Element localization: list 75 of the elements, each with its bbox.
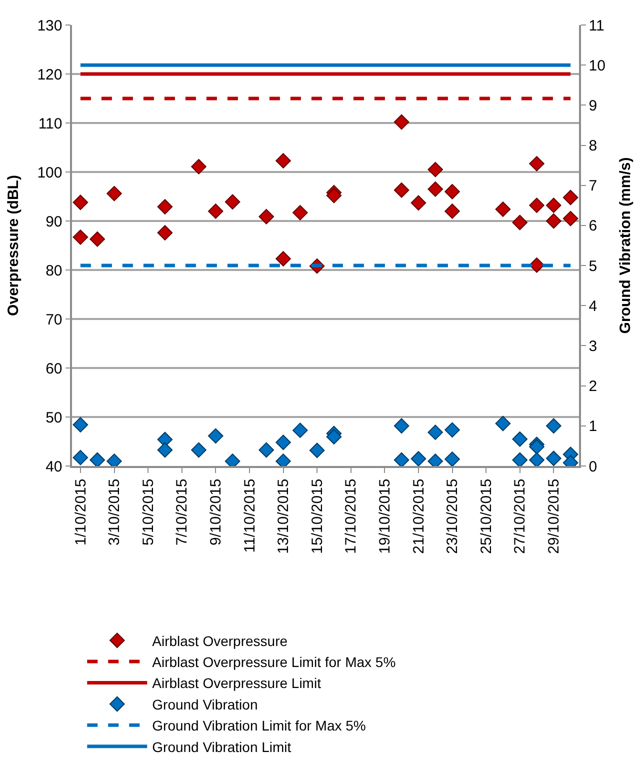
- point: [562, 190, 578, 206]
- point: [546, 198, 562, 213]
- point: [394, 182, 410, 198]
- point: [529, 257, 544, 273]
- y-tick-label: 130: [37, 17, 62, 34]
- y2-tick-label: 4: [588, 298, 598, 315]
- x-tick-label: 17/10/2015: [342, 478, 360, 554]
- y2-tick-label: 5: [588, 258, 598, 275]
- point: [157, 199, 173, 214]
- point: [90, 231, 105, 247]
- point: [444, 184, 460, 200]
- x-tick-label: 21/10/2015: [410, 478, 428, 554]
- point: [157, 225, 173, 240]
- point: [276, 153, 291, 168]
- point: [258, 208, 274, 224]
- point: [72, 194, 88, 210]
- x-tick-label: 11/10/2015: [241, 478, 258, 553]
- x-tick-label: 5/10/2015: [140, 478, 157, 546]
- legend-label: Airblast Overpressure Limit: [152, 675, 322, 692]
- point: [276, 251, 291, 266]
- point: [529, 198, 544, 213]
- point: [512, 214, 528, 230]
- x-tick-label: 1/10/2015: [72, 478, 90, 546]
- point: [428, 162, 443, 178]
- y2-tick-label: 9: [588, 97, 598, 114]
- point: [292, 205, 308, 220]
- x-tick-label: 23/10/2015: [444, 478, 462, 554]
- point: [428, 182, 443, 197]
- y2-tick-label: 7: [588, 178, 598, 195]
- y2-tick-label: 0: [588, 458, 598, 476]
- y-tick-label: 90: [46, 213, 62, 230]
- y2-tick-label: 6: [588, 218, 598, 235]
- legend-label: Airblast Overpressure: [152, 632, 288, 649]
- y2-axis-title: Ground Vibration (mm/s): [616, 157, 634, 334]
- point: [72, 230, 88, 245]
- legend-label: Airblast Overpressure Limit for Max 5%: [152, 654, 396, 670]
- x-tick-label: 3/10/2015: [106, 478, 124, 546]
- point: [495, 202, 511, 217]
- point: [326, 188, 342, 204]
- point: [106, 186, 122, 202]
- y2-tick-label: 3: [588, 338, 598, 355]
- y2-tick-label: 1: [588, 418, 598, 436]
- y-tick-label: 70: [46, 311, 62, 328]
- y-tick-label: 120: [37, 66, 62, 84]
- point: [208, 204, 224, 219]
- y-tick-label: 100: [37, 164, 62, 182]
- x-tick-label: 15/10/2015: [308, 478, 326, 554]
- y-tick-label: 60: [46, 360, 62, 378]
- x-tick-label: 19/10/2015: [376, 478, 394, 554]
- point: [444, 204, 460, 219]
- y-tick-label: 80: [46, 262, 62, 280]
- y-axis-title: Overpressure (dBL): [4, 175, 22, 316]
- y-tick-label: 50: [46, 409, 62, 426]
- point: [546, 213, 562, 229]
- point: [529, 156, 544, 172]
- point: [394, 114, 410, 130]
- x-tick-label: 27/10/2015: [512, 478, 529, 554]
- legend-label: Ground Vibration Limit for Max 5%: [152, 718, 366, 734]
- legend-label: Ground Vibration: [152, 696, 258, 712]
- x-tick-label: 7/10/2015: [174, 478, 191, 546]
- y2-tick-label: 8: [588, 138, 598, 155]
- y2-tick-label: 11: [588, 17, 604, 34]
- legend-label: Ground Vibration Limit: [152, 738, 292, 755]
- point: [191, 158, 206, 174]
- y2-tick-label: 2: [588, 378, 598, 396]
- point: [562, 210, 578, 226]
- y-tick-label: 110: [38, 115, 62, 132]
- x-tick-label: 29/10/2015: [546, 478, 563, 554]
- x-tick-label: 25/10/2015: [478, 478, 495, 554]
- point: [410, 195, 426, 211]
- y-tick-label: 40: [46, 458, 62, 476]
- x-tick-label: 9/10/2015: [208, 478, 225, 546]
- point: [224, 194, 240, 210]
- x-tick-label: 13/10/2015: [275, 478, 292, 554]
- y2-tick-label: 10: [588, 57, 606, 74]
